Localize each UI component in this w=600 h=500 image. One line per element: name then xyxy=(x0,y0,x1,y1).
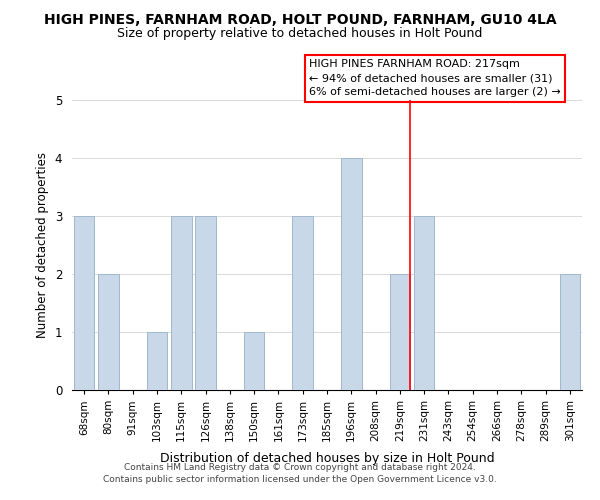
Text: Contains public sector information licensed under the Open Government Licence v3: Contains public sector information licen… xyxy=(103,475,497,484)
Bar xyxy=(341,158,362,390)
Bar xyxy=(560,274,580,390)
Bar xyxy=(146,332,167,390)
Text: Size of property relative to detached houses in Holt Pound: Size of property relative to detached ho… xyxy=(118,28,482,40)
Text: HIGH PINES, FARNHAM ROAD, HOLT POUND, FARNHAM, GU10 4LA: HIGH PINES, FARNHAM ROAD, HOLT POUND, FA… xyxy=(44,12,556,26)
Bar xyxy=(414,216,434,390)
Text: Contains HM Land Registry data © Crown copyright and database right 2024.: Contains HM Land Registry data © Crown c… xyxy=(124,464,476,472)
Text: HIGH PINES FARNHAM ROAD: 217sqm
← 94% of detached houses are smaller (31)
6% of : HIGH PINES FARNHAM ROAD: 217sqm ← 94% of… xyxy=(309,59,561,97)
Bar xyxy=(292,216,313,390)
Bar xyxy=(195,216,216,390)
Bar xyxy=(244,332,265,390)
Bar xyxy=(389,274,410,390)
X-axis label: Distribution of detached houses by size in Holt Pound: Distribution of detached houses by size … xyxy=(160,452,494,466)
Bar xyxy=(171,216,191,390)
Y-axis label: Number of detached properties: Number of detached properties xyxy=(36,152,49,338)
Bar xyxy=(98,274,119,390)
Bar xyxy=(74,216,94,390)
